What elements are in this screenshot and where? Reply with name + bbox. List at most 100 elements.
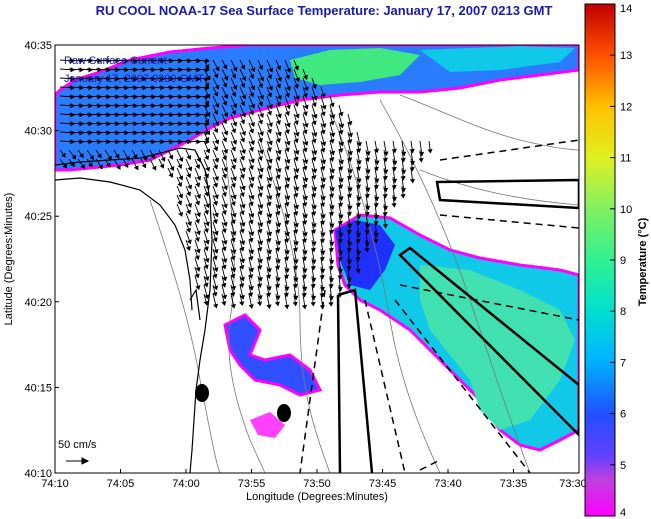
- current-vector: [328, 293, 334, 307]
- current-vector: [302, 212, 308, 226]
- current-vector: [320, 167, 326, 183]
- current-vector: [239, 230, 246, 246]
- current-vector: [337, 194, 344, 208]
- current-vector: [239, 104, 247, 118]
- current-vector: [275, 266, 281, 282]
- current-vector: [185, 194, 192, 208]
- current-vector: [230, 131, 238, 145]
- current-vector: [257, 113, 263, 125]
- current-vector: [194, 221, 201, 236]
- current-vector: [284, 176, 290, 189]
- current-vector: [221, 248, 228, 264]
- current-vector: [292, 257, 299, 271]
- current-vector: [248, 194, 254, 207]
- current-vector: [239, 176, 246, 191]
- current-vector: [194, 85, 210, 91]
- current-vector: [284, 77, 291, 92]
- current-vector: [320, 149, 327, 165]
- current-vector: [275, 149, 281, 162]
- current-vector: [59, 158, 68, 169]
- current-vector: [284, 194, 290, 207]
- current-vector: [230, 176, 236, 188]
- sst-patch-inshore-2: [250, 412, 285, 438]
- current-vector: [248, 113, 255, 127]
- current-vector: [59, 67, 75, 73]
- current-vector: [266, 230, 272, 243]
- current-vector: [320, 221, 326, 238]
- current-vector: [275, 77, 282, 89]
- current-vector: [275, 86, 282, 101]
- current-vector: [239, 149, 245, 161]
- current-vector: [203, 212, 210, 227]
- colorbar-tick-label: 11: [620, 153, 631, 165]
- colorbar-tick-label: 5: [620, 460, 626, 472]
- current-vector: [230, 113, 238, 127]
- current-vector: [382, 212, 388, 229]
- current-vector: [221, 158, 228, 173]
- current-vector: [293, 95, 299, 107]
- current-vector: [257, 158, 264, 173]
- current-vector: [337, 212, 343, 226]
- current-vector: [257, 95, 264, 107]
- current-vector: [239, 257, 245, 270]
- current-vector: [320, 104, 326, 117]
- current-vector: [355, 194, 361, 208]
- current-vector: [239, 167, 245, 179]
- current-vector: [248, 158, 254, 170]
- current-vector: [257, 59, 264, 71]
- current-vector: [212, 284, 218, 297]
- current-vector: [230, 149, 237, 164]
- current-vector: [257, 140, 264, 155]
- x-tick-label: 73:30: [559, 478, 587, 490]
- current-vector: [248, 257, 255, 273]
- current-vector: [266, 77, 274, 91]
- current-vector: [176, 194, 183, 206]
- colorbar-tick-label: 10: [620, 204, 632, 216]
- current-vector: [230, 212, 236, 225]
- current-vector: [221, 86, 229, 100]
- current-vector: [212, 203, 219, 218]
- current-vector: [230, 275, 237, 291]
- current-vector: [302, 239, 308, 256]
- x-tick-label: 74:00: [172, 478, 200, 490]
- current-vector: [320, 131, 327, 147]
- current-vector: [302, 203, 308, 219]
- current-vector: [284, 86, 290, 98]
- current-vector: [275, 131, 281, 144]
- current-vector: [293, 185, 299, 198]
- current-vector: [266, 275, 272, 291]
- current-vector: [221, 104, 229, 118]
- current-vector: [275, 158, 282, 173]
- current-vector: [284, 221, 290, 237]
- current-vector: [266, 122, 272, 134]
- current-vector: [239, 284, 245, 300]
- current-vector: [275, 140, 282, 155]
- lane-southeast: [398, 246, 579, 437]
- current-vector: [212, 230, 218, 243]
- current-vector: [293, 176, 300, 192]
- colorbar-tick-label: 8: [620, 306, 626, 318]
- colorbar-tick-label: 7: [620, 357, 626, 369]
- current-vector: [275, 122, 282, 137]
- current-vector: [409, 167, 415, 184]
- sst-patch-inshore: [223, 313, 323, 397]
- current-vector: [248, 212, 254, 225]
- current-vector: [383, 158, 389, 175]
- map-content: [55, 45, 579, 473]
- current-vector: [68, 149, 77, 160]
- current-vector: [311, 167, 317, 180]
- current-vector: [230, 77, 238, 91]
- current-vector: [140, 149, 148, 162]
- current-vector: [149, 158, 157, 171]
- current-vector: [319, 230, 325, 244]
- current-vector: [275, 239, 281, 252]
- lane-south: [336, 288, 374, 473]
- current-vector: [311, 176, 317, 192]
- current-vector: [221, 257, 227, 270]
- current-vector: [311, 158, 318, 174]
- y-tick-label: 40:20: [24, 297, 52, 309]
- current-vector: [176, 185, 184, 199]
- current-vector: [185, 239, 191, 251]
- current-vector: [427, 140, 433, 154]
- current-vector: [257, 266, 263, 282]
